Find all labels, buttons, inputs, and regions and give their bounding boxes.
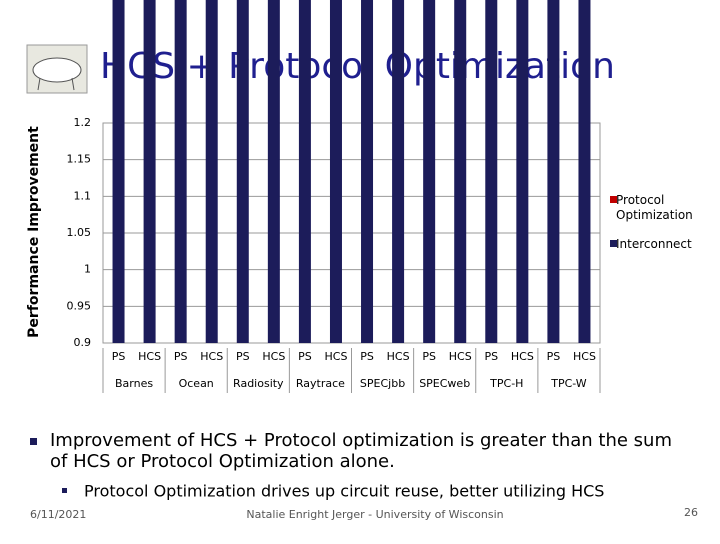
bar-segment xyxy=(143,0,156,343)
group-label: Ocean xyxy=(179,377,214,390)
legend-box: Protocol Optimization xyxy=(616,193,693,222)
sub-bullet: Protocol Optimization drives up circuit … xyxy=(84,482,604,501)
x-tick-label: PS xyxy=(298,350,312,363)
bar-segment xyxy=(485,0,498,343)
bar-segment xyxy=(205,0,218,343)
y-tick-label: 0.95 xyxy=(67,299,92,312)
bar-segment xyxy=(236,0,249,343)
group-label: Radiosity xyxy=(233,377,284,390)
bar-segment xyxy=(423,0,436,343)
bar-segment xyxy=(329,0,342,343)
x-tick-label: HCS xyxy=(262,350,285,363)
group-label: TPC-H xyxy=(489,377,523,390)
legend-label: Protocol Optimization xyxy=(616,193,693,222)
y-tick-label: 1.2 xyxy=(74,116,92,129)
logo xyxy=(26,44,88,94)
x-tick-label: PS xyxy=(422,350,436,363)
y-tick-label: 1 xyxy=(84,263,91,276)
y-tick-label: 1.1 xyxy=(74,189,92,202)
y-tick-label: 1.05 xyxy=(67,226,92,239)
bar-segment xyxy=(454,0,467,343)
sub-bullet-icon xyxy=(62,488,67,493)
x-tick-label: HCS xyxy=(200,350,223,363)
bar-segment xyxy=(516,0,529,344)
footer-date: 6/11/2021 xyxy=(30,508,86,521)
x-tick-label: HCS xyxy=(449,350,472,363)
y-tick-label: 1.15 xyxy=(67,153,92,166)
bar-segment xyxy=(112,0,125,343)
x-tick-label: PS xyxy=(360,350,374,363)
x-tick-label: HCS xyxy=(325,350,348,363)
bullet-box: Improvement of HCS + Protocol optimizati… xyxy=(50,430,673,472)
legend-swatch xyxy=(610,240,617,247)
x-tick-label: PS xyxy=(112,350,126,363)
x-tick-label: PS xyxy=(236,350,250,363)
legend-label: Interconnect xyxy=(616,237,692,251)
x-tick-label: PS xyxy=(174,350,188,363)
y-tick-label: 0.9 xyxy=(74,336,92,349)
bullet: Improvement of HCS + Protocol optimizati… xyxy=(50,430,673,472)
x-tick-label: PS xyxy=(547,350,561,363)
bar-segment xyxy=(361,0,374,343)
group-label: Barnes xyxy=(115,377,153,390)
bar-segment xyxy=(578,0,591,343)
legend-swatch xyxy=(610,196,617,203)
group-label: SPECweb xyxy=(419,377,470,390)
bar-segment xyxy=(392,0,405,343)
x-tick-label: HCS xyxy=(573,350,596,363)
group-label: TPC-W xyxy=(550,377,587,390)
legend-box: Interconnect xyxy=(616,237,692,251)
bullet-icon xyxy=(30,438,37,445)
bar-segment xyxy=(267,0,280,344)
bar-segment xyxy=(298,0,311,343)
bar-segment xyxy=(174,0,187,343)
bar-segment xyxy=(547,0,560,343)
x-tick-label: PS xyxy=(484,350,498,363)
y-axis-label: Performance Improvement xyxy=(26,126,42,338)
group-label: Raytrace xyxy=(296,377,345,390)
footer-author: Natalie Enright Jerger - University of W… xyxy=(246,508,503,521)
x-tick-label: HCS xyxy=(387,350,410,363)
page-number: 26 xyxy=(684,506,698,519)
group-label: SPECjbb xyxy=(360,377,405,390)
x-tick-label: HCS xyxy=(511,350,534,363)
x-tick-label: HCS xyxy=(138,350,161,363)
